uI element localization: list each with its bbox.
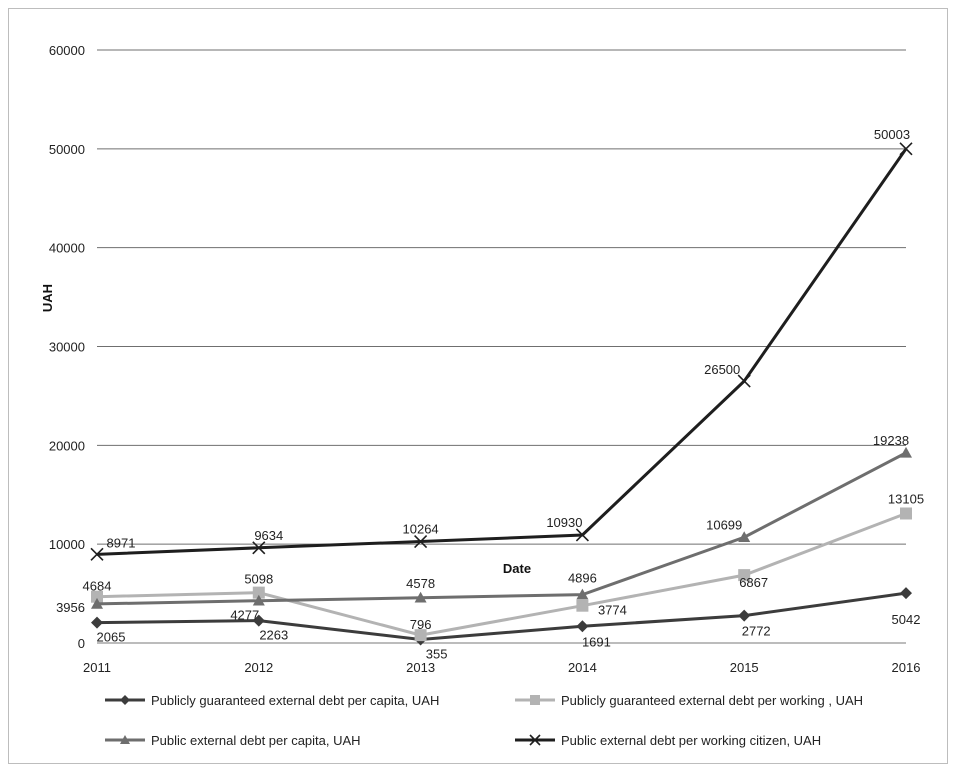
legend-marker (530, 695, 540, 705)
series-line-2 (96, 512, 907, 637)
legend-item-1: Publicly guaranteed external debt per ca… (105, 693, 439, 708)
data-label: 10930 (546, 515, 582, 530)
legend-item-2: Publicly guaranteed external debt per wo… (515, 693, 863, 708)
legend-label: Publicly guaranteed external debt per ca… (151, 693, 439, 708)
y-tick-label: 30000 (49, 340, 85, 355)
data-label: 355 (426, 646, 448, 661)
series-3-point (414, 591, 427, 603)
series-4-point (575, 528, 589, 542)
y-tick-label: 20000 (49, 438, 85, 453)
legend-marker (529, 734, 541, 746)
series-4-point (737, 374, 751, 388)
data-label: 10264 (403, 522, 439, 537)
legend-item-4: Public external debt per working citizen… (515, 733, 821, 748)
series-1-point (738, 609, 751, 622)
series-4-point (252, 541, 266, 555)
legend-marker (120, 695, 130, 705)
data-label: 19238 (873, 433, 909, 448)
data-label: 4277 (230, 608, 259, 623)
series-2-point (576, 599, 589, 612)
series-2-point (252, 586, 265, 599)
y-tick-label: 10000 (49, 537, 85, 552)
data-label: 4578 (406, 576, 435, 591)
data-label: 9634 (254, 528, 283, 543)
x-tick-label: 2014 (568, 660, 597, 675)
data-label: 1691 (582, 634, 611, 649)
series-1-point (900, 587, 912, 600)
gridlines (97, 49, 906, 644)
series-line-3 (96, 451, 907, 606)
data-label: 50003 (874, 127, 910, 142)
data-label: 6867 (739, 575, 768, 590)
data-label: 13105 (888, 491, 924, 506)
series-3-point (738, 531, 751, 543)
x-tick-label: 2016 (892, 660, 921, 675)
series-line-1 (96, 591, 907, 641)
series-2-point (91, 590, 103, 603)
y-axis-title: UAH (40, 284, 55, 312)
legend-marker (120, 735, 130, 744)
x-tick-label: 2012 (244, 660, 273, 675)
y-axis-ticks: 0 10000 20000 30000 40000 50000 60000 (49, 43, 85, 651)
y-tick-label: 0 (78, 636, 85, 651)
data-label: 3956 (56, 600, 85, 615)
data-label: 4896 (568, 571, 597, 586)
data-label: 4684 (83, 579, 112, 594)
y-tick-label: 60000 (49, 43, 85, 58)
series-2-point (900, 507, 912, 520)
series-1-point (252, 614, 265, 627)
series-3-point (576, 588, 589, 600)
legend-label: Publicly guaranteed external debt per wo… (561, 693, 863, 708)
data-label: 10699 (706, 517, 742, 532)
legend-item-3: Public external debt per capita, UAH (105, 733, 361, 748)
data-label: 3774 (598, 603, 627, 618)
series-line-4 (96, 147, 908, 556)
series-2-point (414, 629, 427, 642)
legend-label: Public external debt per working citizen… (561, 733, 821, 748)
series-4-point (414, 534, 428, 549)
data-label: 2772 (742, 624, 771, 639)
series-2-point (738, 569, 751, 582)
series-1-point (91, 616, 103, 629)
data-labels: 2065 2263 355 1691 2772 5042 4684 5098 796 3774 68… (56, 127, 924, 662)
y-tick-label: 50000 (49, 142, 85, 157)
legend-label: Public external debt per capita, UAH (151, 733, 361, 748)
series-3-point (900, 446, 912, 458)
data-label: 5042 (892, 612, 921, 627)
series-3-point (91, 597, 103, 609)
series-group (90, 142, 913, 646)
series-4-point (899, 142, 913, 156)
data-label: 796 (410, 617, 432, 632)
x-axis-ticks: 2011 2012 2013 2014 2015 2016 (83, 660, 920, 675)
data-label: 2065 (97, 630, 126, 645)
data-label: 2263 (259, 628, 288, 643)
chart-frame (8, 8, 948, 764)
y-tick-label: 40000 (49, 241, 85, 256)
data-label: 8971 (107, 535, 136, 550)
x-tick-label: 2011 (83, 660, 111, 675)
legend: Publicly guaranteed external debt per ca… (105, 693, 863, 748)
x-tick-label: 2013 (406, 660, 435, 675)
series-4-point (90, 547, 104, 561)
data-label: 26500 (704, 362, 740, 377)
series-1-point (576, 620, 589, 633)
series-3-point (252, 594, 265, 606)
data-label: 5098 (244, 572, 273, 587)
x-tick-label: 2015 (730, 660, 759, 675)
x-axis-title: Date (503, 561, 531, 576)
